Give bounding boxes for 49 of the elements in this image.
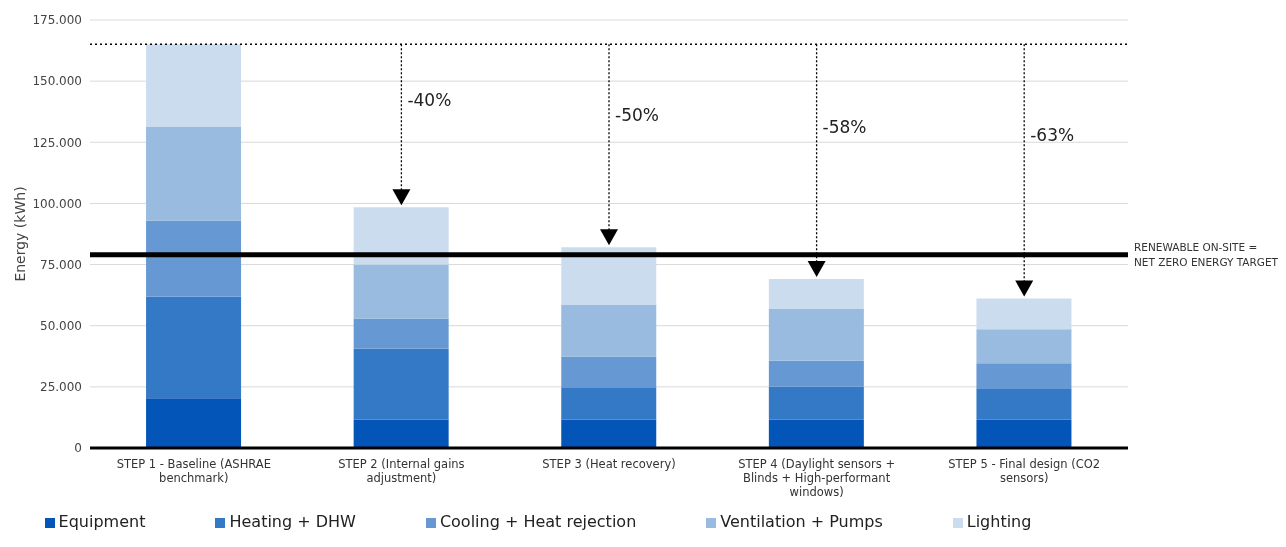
bar (768, 308, 864, 361)
bar (976, 388, 1072, 420)
ref-line-label: RENEWABLE ON-SITE = NET ZERO ENERGY TARGET (1134, 240, 1279, 268)
y-tick-label: 125.000 (32, 135, 82, 150)
y-axis-title: Energy (kWh) (11, 186, 28, 282)
bar (561, 304, 657, 357)
bar (561, 419, 657, 448)
annotation: -63% (1030, 124, 1075, 145)
y-tick-label: 25.000 (40, 380, 82, 395)
bar (146, 127, 242, 221)
y-tick-label: 100.000 (32, 196, 82, 211)
legend-label: Lighting (966, 512, 1032, 531)
bar (561, 388, 657, 420)
bar (146, 398, 242, 448)
annotation: -58% (822, 117, 867, 138)
bar (146, 296, 242, 399)
bar (768, 386, 864, 420)
y-tick-label: 50.000 (40, 318, 82, 333)
bar (561, 247, 657, 305)
x-tick-label: STEP 1 - Baseline (ASHRAE benchmark) (116, 457, 271, 485)
x-tick-label: STEP 4 (Daylight sensors + Blinds + High-performant windows) (738, 457, 896, 499)
x-tick-label: STEP 5 - Final design (CO2 sensors) (948, 457, 1101, 485)
bar (146, 220, 242, 297)
bar (976, 419, 1072, 448)
y-tick-label: 150.000 (32, 74, 82, 89)
bar (353, 348, 449, 420)
bar (353, 419, 449, 448)
bar (976, 363, 1072, 389)
bar (353, 318, 449, 349)
bar (768, 360, 864, 387)
bar (976, 329, 1072, 364)
x-tick-label: STEP 3 (Heat recovery) (542, 457, 676, 471)
bar (353, 264, 449, 319)
legend-label: Ventilation + Pumps (720, 512, 883, 531)
x-tick-label: STEP 2 (Internal gains adjustment) (338, 457, 465, 485)
legend-label: Equipment (58, 512, 146, 531)
y-tick-label: 75.000 (40, 257, 82, 272)
y-tick-label: 0 (74, 441, 82, 456)
y-tick-label: 175.000 (32, 13, 82, 28)
bar (353, 207, 449, 265)
bar (561, 356, 657, 389)
bar (768, 279, 864, 309)
legend-label: Cooling + Heat rejection (439, 512, 637, 531)
annotation: -40% (407, 90, 452, 111)
bar (146, 44, 242, 128)
bar (768, 419, 864, 448)
bar (976, 298, 1072, 330)
legend-label: Heating + DHW (229, 512, 356, 531)
annotation: -50% (615, 105, 659, 126)
